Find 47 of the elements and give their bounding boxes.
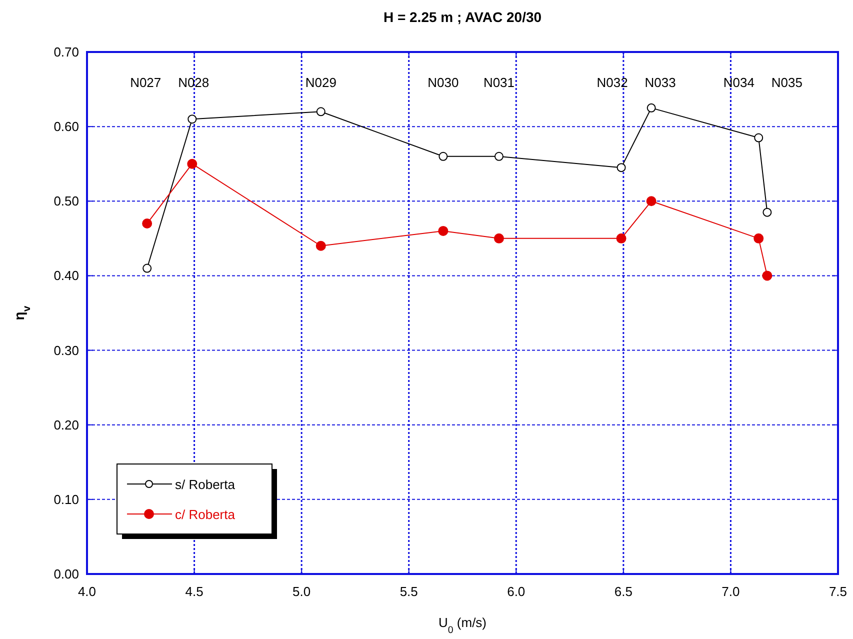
- point: [142, 218, 152, 229]
- annotation: N027: [130, 75, 162, 90]
- x-tick-label: 4.0: [78, 584, 96, 599]
- x-tick-label: 4.5: [185, 584, 204, 599]
- x-tick-label: 6.5: [614, 584, 632, 599]
- annotation: N029: [305, 75, 336, 90]
- point: [494, 152, 504, 161]
- y-tick-label: 0.40: [54, 268, 79, 284]
- point: [188, 114, 197, 124]
- point: [754, 133, 764, 142]
- point: [494, 233, 504, 244]
- y-tick-label: 0.50: [54, 194, 79, 209]
- x-tick-label: 7.5: [828, 584, 848, 599]
- point: [646, 103, 656, 112]
- annotation: N028: [178, 75, 210, 90]
- point: [142, 264, 152, 273]
- y-tick-label: 0.00: [54, 566, 79, 582]
- annotation: N031: [483, 75, 515, 90]
- point: [616, 163, 626, 172]
- legend-label: c/ Roberta: [175, 507, 236, 522]
- legend-label: s/ Roberta: [175, 477, 236, 492]
- annotation: N034: [723, 75, 754, 90]
- y-tick-label: 0.60: [54, 119, 79, 134]
- point: [754, 233, 764, 244]
- x-tick-label: 6.0: [507, 584, 526, 599]
- y-tick-label: 0.20: [54, 417, 79, 432]
- annotation: N035: [771, 75, 802, 90]
- annotation: N030: [428, 75, 459, 90]
- point: [646, 196, 656, 206]
- y-tick-label: 0.30: [54, 342, 79, 358]
- point: [316, 107, 326, 116]
- chart-title: H = 2.25 m ; AVAC 20/30: [383, 9, 542, 25]
- point: [762, 270, 772, 281]
- annotation: N032: [596, 75, 628, 90]
- x-axis-title: U$_{0}$ (m/s): [438, 615, 487, 636]
- y-tick-label: 0.10: [54, 492, 79, 507]
- point: [187, 158, 198, 169]
- point: [316, 240, 326, 251]
- x-tick-label: 7.0: [722, 584, 740, 599]
- point: [616, 233, 626, 244]
- point: [762, 208, 772, 217]
- point: [438, 226, 448, 236]
- x-tick-label: 5.0: [292, 584, 311, 599]
- annotation: N033: [644, 75, 676, 90]
- y-tick-label: 0.70: [54, 44, 79, 60]
- point: [438, 152, 448, 161]
- x-tick-label: 5.5: [400, 584, 418, 599]
